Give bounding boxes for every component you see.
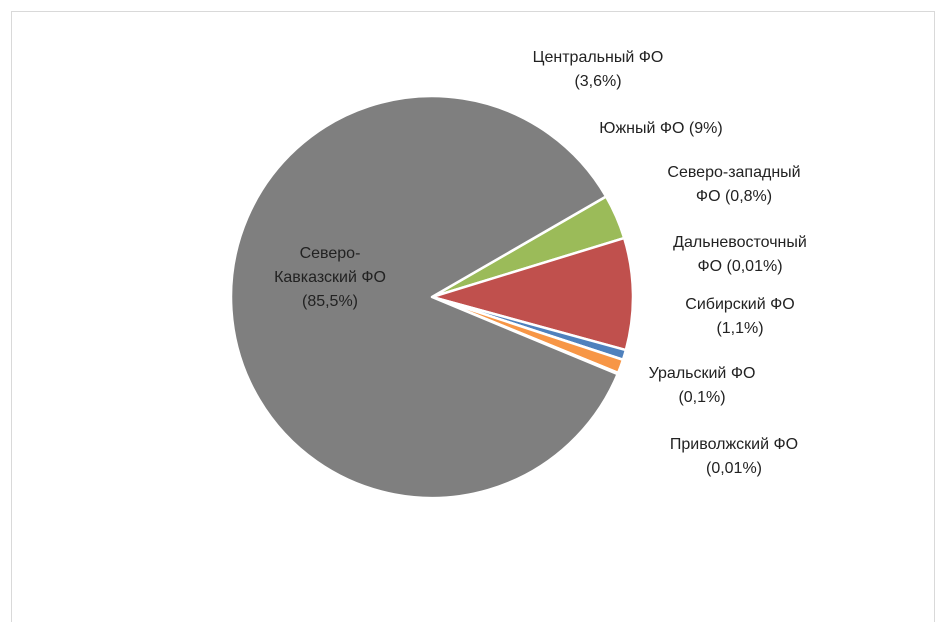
slice-label-line: (85,5%) [302,293,358,310]
pie-labels: Центральный ФО (3,6%) Южный ФО (9%) Северо-… [274,49,807,477]
slice-label-7: Северо- Кавказский ФО (85,5%) [274,245,386,310]
slice-label-5: Уральский ФО (0,1%) [649,365,756,406]
slice-label-4: Сибирский ФО (1,1%) [685,296,794,337]
slice-label-line: (1,1%) [716,320,763,337]
slice-label-2: Северо-западный ФО (0,8%) [667,164,800,205]
slice-label-3: Дальневосточный ФО (0,01%) [673,234,807,275]
chart-frame [11,11,935,622]
slice-label-line: (0,01%) [706,460,762,477]
slice-label-line: (0,1%) [678,389,725,406]
slice-label-6: Приволжский ФО (0,01%) [670,436,798,477]
slice-label-line: Центральный ФО [533,49,664,66]
slice-label-line: Дальневосточный [673,234,807,251]
slice-label-line: ФО (0,8%) [696,188,772,205]
slice-label-1: Южный ФО (9%) [599,120,722,137]
slice-label-line: Уральский ФО [649,365,756,382]
slice-label-line: ФО (0,01%) [697,258,782,275]
slice-label-line: (3,6%) [574,73,621,90]
slice-label-line: Южный ФО (9%) [599,120,722,137]
slice-label-line: Северо-западный [667,164,800,181]
slice-label-line: Кавказский ФО [274,269,386,286]
pie-slice-7 [229,94,619,500]
pie-slices [229,94,635,500]
slice-label-line: Северо- [300,245,361,262]
slice-label-0: Центральный ФО (3,6%) [533,49,664,90]
slice-label-line: Сибирский ФО [685,296,794,313]
pie-slice-1 [430,236,635,352]
slice-label-line: Приволжский ФО [670,436,798,453]
